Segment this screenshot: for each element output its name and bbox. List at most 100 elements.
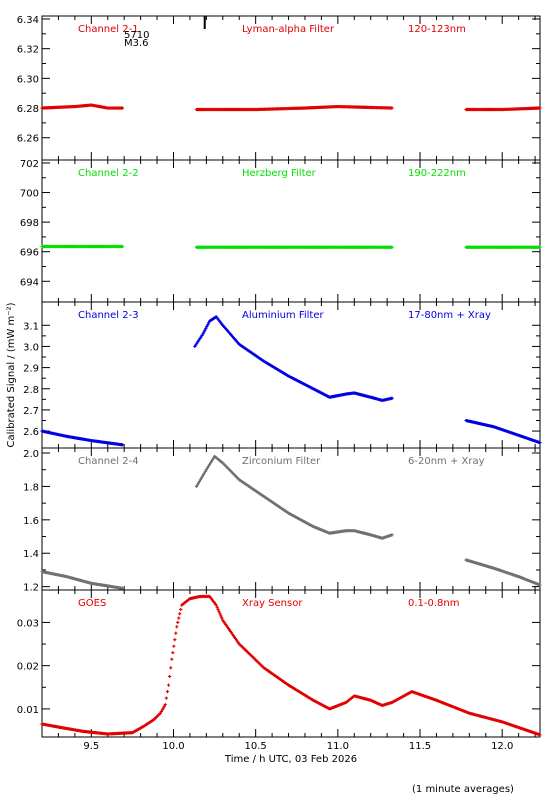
y-tick-label: 6.28 bbox=[17, 104, 39, 115]
data-point bbox=[202, 471, 206, 475]
data-point bbox=[198, 478, 203, 482]
data-point bbox=[217, 610, 221, 614]
data-point bbox=[209, 459, 214, 463]
y-tick-label: 1.2 bbox=[23, 583, 39, 594]
y-tick-label: 0.03 bbox=[17, 618, 39, 629]
data-point bbox=[179, 607, 183, 612]
y-tick-label: 1.4 bbox=[23, 549, 39, 560]
data-point bbox=[204, 468, 208, 472]
panel-band: 17-80nm + Xray bbox=[408, 310, 491, 321]
data-point bbox=[218, 612, 222, 616]
data-point bbox=[390, 533, 394, 537]
data-point bbox=[220, 616, 224, 620]
y-tick-label: 2.8 bbox=[23, 385, 39, 396]
y-tick-label: 6.30 bbox=[17, 74, 39, 85]
y-tick-label: 6.34 bbox=[17, 15, 39, 26]
panel-band: 6-20nm + Xray bbox=[408, 456, 485, 467]
panel-5: 0.01 0.02 0.03 9.5 10.0 10.5 11.0 11.5 12.0 GOES X… bbox=[17, 589, 542, 752]
data-point bbox=[120, 443, 125, 447]
panel-filter: Herzberg Filter bbox=[242, 168, 317, 179]
panel-band: 120-123nm bbox=[408, 24, 466, 35]
data-point bbox=[197, 479, 202, 484]
data-point bbox=[200, 474, 205, 478]
panel-4: 1.2 1.4 1.6 1.8 2.0 Channel 2-4 Zirconium Filt… bbox=[23, 447, 542, 594]
panel-filter: Lyman-alpha Filter bbox=[242, 24, 335, 35]
y-tick-label: 694 bbox=[20, 277, 39, 288]
y-tick-label: 698 bbox=[20, 218, 39, 229]
data-point bbox=[160, 708, 164, 712]
y-tick-label: 3.1 bbox=[23, 321, 39, 332]
data-point bbox=[173, 638, 177, 642]
y-tick-label: 700 bbox=[20, 189, 39, 200]
x-tick-label: 10.5 bbox=[245, 741, 267, 752]
data-point bbox=[538, 245, 542, 249]
data-point bbox=[163, 702, 167, 707]
data-point bbox=[194, 484, 199, 489]
data-point bbox=[159, 709, 163, 714]
data-point bbox=[214, 603, 218, 607]
data-point bbox=[390, 245, 394, 249]
data-point bbox=[172, 644, 176, 648]
panel-2: 694 696 698 700 702 Channel 2-2 Herzberg Filte… bbox=[20, 159, 542, 303]
data-point bbox=[161, 706, 165, 710]
panel-band: 190-222nm bbox=[408, 168, 466, 179]
flare-label-region: 5710 bbox=[124, 30, 149, 41]
panel-filter: Xray Sensor bbox=[242, 598, 303, 609]
data-point bbox=[158, 711, 162, 715]
data-point bbox=[538, 583, 542, 587]
panel-band: 0.1-0.8nm bbox=[408, 598, 460, 609]
panel-3: 2.6 2.7 2.8 2.9 3.0 3.1 Channel 2-3 Aluminium F… bbox=[23, 301, 542, 449]
panel-filter: Aluminium Filter bbox=[242, 310, 325, 321]
data-point bbox=[162, 704, 166, 708]
y-tick-label: 2.6 bbox=[23, 427, 39, 438]
data-point bbox=[206, 464, 211, 468]
data-point bbox=[202, 330, 206, 334]
panel-title: GOES bbox=[78, 598, 106, 609]
panel-frame bbox=[41, 159, 541, 303]
y-tick-label: 6.26 bbox=[17, 134, 39, 145]
panel-1: 6.26 6.28 6.30 6.32 6.34 Channel 2-1 Lyman-alp… bbox=[17, 15, 542, 161]
data-point bbox=[175, 625, 179, 629]
panel-title: Channel 2-2 bbox=[78, 168, 139, 179]
panel-title: Channel 2-1 bbox=[78, 24, 139, 35]
y-tick-label: 3.0 bbox=[23, 342, 39, 353]
y-tick-label: 0.02 bbox=[17, 662, 39, 673]
panel-filter: Zirconium Filter bbox=[242, 456, 321, 467]
data-point bbox=[210, 458, 215, 462]
panel-frame bbox=[41, 447, 541, 591]
data-point bbox=[538, 441, 542, 445]
y-tick-label: 2.9 bbox=[23, 364, 39, 375]
data-point bbox=[208, 461, 213, 465]
data-point bbox=[211, 456, 216, 460]
data-point bbox=[178, 612, 182, 616]
data-point bbox=[120, 586, 125, 590]
data-point bbox=[204, 326, 208, 330]
y-tick-label: 2.0 bbox=[23, 449, 39, 460]
data-point bbox=[170, 657, 174, 661]
data-point bbox=[168, 674, 172, 679]
data-point bbox=[195, 483, 200, 487]
y-tick-label: 1.6 bbox=[23, 516, 39, 527]
data-point bbox=[207, 321, 211, 325]
data-point bbox=[203, 328, 207, 332]
data-point bbox=[219, 614, 223, 618]
data-point bbox=[215, 605, 219, 609]
data-point bbox=[216, 607, 220, 612]
panel-frame bbox=[41, 15, 541, 161]
data-point bbox=[538, 733, 542, 737]
y-tick-label: 702 bbox=[20, 159, 39, 170]
panel-frame bbox=[41, 589, 541, 738]
panel-title: Channel 2-3 bbox=[78, 310, 139, 321]
data-point bbox=[201, 473, 205, 477]
y-tick-label: 2.7 bbox=[23, 406, 39, 417]
data-point bbox=[174, 631, 178, 635]
y-tick-label: 696 bbox=[20, 248, 39, 259]
data-point bbox=[199, 476, 204, 480]
data-point bbox=[196, 481, 201, 485]
x-tick-label: 10.0 bbox=[162, 741, 184, 752]
data-point bbox=[206, 323, 210, 327]
data-point bbox=[538, 106, 542, 110]
data-point bbox=[207, 463, 212, 467]
